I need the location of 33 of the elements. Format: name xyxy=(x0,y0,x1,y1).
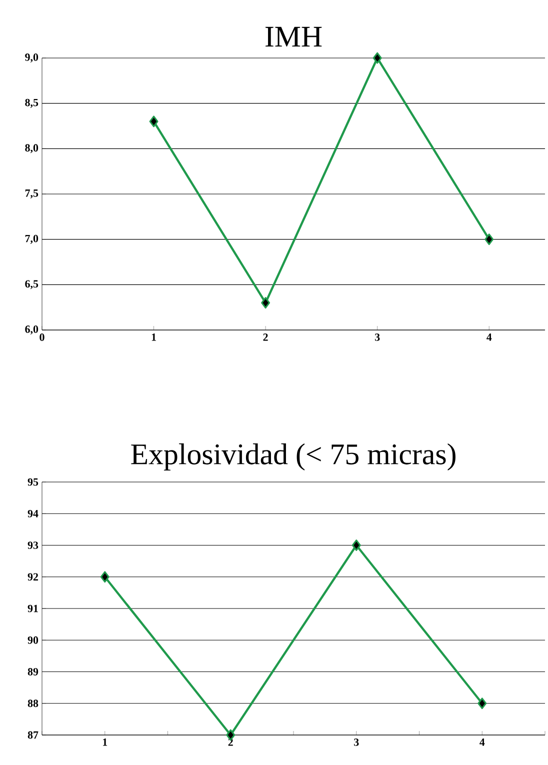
x-tick-label: 4 xyxy=(486,334,492,341)
y-tick-label: 88 xyxy=(28,700,38,708)
chart-title: Explosividad (< 75 micras) xyxy=(131,443,456,471)
x-tick-label: 1 xyxy=(103,738,108,746)
point xyxy=(261,297,270,309)
point xyxy=(149,116,158,128)
point xyxy=(478,698,487,710)
y-tick-label: 6,0 xyxy=(25,326,38,334)
point xyxy=(100,571,110,583)
x-tick-label: 1 xyxy=(152,334,156,341)
y-tick-label: 91 xyxy=(28,604,38,612)
x-tick-label: 3 xyxy=(354,738,359,746)
chart-title: IMH xyxy=(266,26,322,46)
y-tick-label: 89 xyxy=(28,668,38,676)
point xyxy=(484,234,494,246)
y-tick-label: 7,5 xyxy=(25,190,38,198)
y-tick-label: 90 xyxy=(28,636,38,644)
y-tick-label: 6,5 xyxy=(25,280,38,290)
y-tick-label: 95 xyxy=(28,478,38,486)
y-tick-label: 9,0 xyxy=(25,54,38,62)
point xyxy=(352,540,361,551)
y-tick-label: 87 xyxy=(28,731,38,739)
y-tick-label: 7,0 xyxy=(25,234,38,244)
x-tick-label: 2 xyxy=(263,334,268,341)
y-tick-label: 94 xyxy=(28,510,38,518)
y-tick-label: 8,5 xyxy=(25,98,38,108)
y-tick-label: 8,0 xyxy=(25,144,38,154)
y-tick-label: 92 xyxy=(28,573,38,581)
x-tick-label: 0 xyxy=(40,334,44,341)
point xyxy=(372,52,382,64)
x-tick-label: 3 xyxy=(375,334,380,341)
y-tick-label: 93 xyxy=(28,542,38,549)
x-tick-label: 4 xyxy=(480,738,485,746)
